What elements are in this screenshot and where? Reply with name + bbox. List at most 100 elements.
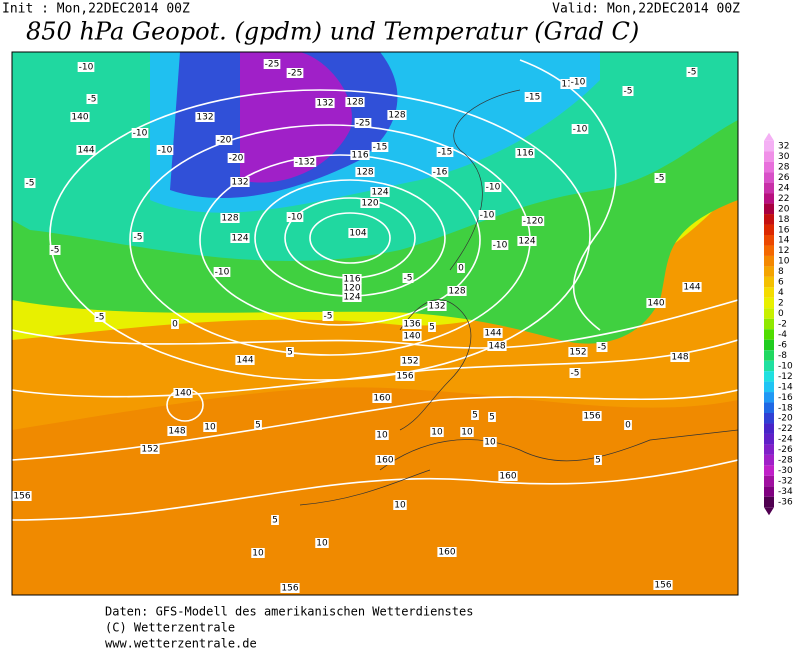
colorbar-label: -16 [778, 393, 793, 403]
contour-label: -5 [96, 313, 105, 323]
colorbar-swatch [764, 182, 774, 194]
contour-label-box [478, 210, 496, 220]
contour-label-box [395, 371, 415, 381]
colorbar-swatch [764, 297, 774, 309]
contour-label-box [322, 311, 334, 321]
contour-label-box [235, 355, 255, 365]
colorbar-label: 26 [778, 173, 790, 183]
contour-label: -5 [571, 369, 580, 379]
contour-label: 156 [13, 492, 30, 502]
colorbar-label: 6 [778, 278, 784, 288]
contour-label-box [402, 331, 422, 341]
warm-field [12, 387, 738, 595]
contour-label: 10 [431, 428, 443, 438]
contour-label-box [76, 145, 96, 155]
contour-label-box [427, 301, 447, 311]
contour-label: 124 [343, 293, 360, 303]
colorbar-label: 8 [778, 267, 784, 277]
contour-label: 124 [231, 234, 248, 244]
contour-label: 152 [569, 348, 586, 358]
contour-label-box [360, 198, 380, 208]
contour-label: -15 [373, 143, 388, 153]
contour-label: 144 [683, 283, 700, 293]
colorbar-label: 0 [778, 309, 784, 319]
colorbar-label: -6 [778, 340, 787, 350]
contour-label-box [286, 68, 304, 78]
colorbar-swatch [764, 276, 774, 288]
contour-label-box [213, 267, 231, 277]
colorbar-label: -18 [778, 403, 793, 413]
contour-label-box [447, 286, 467, 296]
contour-label-box [569, 368, 581, 378]
footer-line: www.wetterzentrale.de [105, 637, 257, 651]
contour-label: -15 [526, 93, 541, 103]
contour-label-box [457, 263, 465, 273]
isohypses [12, 59, 738, 521]
contour-label-box [622, 86, 634, 96]
colorbar-swatch [764, 235, 774, 246]
colorbar-swatch [764, 433, 774, 445]
contour-label-box [140, 444, 160, 454]
contour-label-box [375, 430, 389, 440]
contour-label-box [132, 232, 144, 242]
contour-label-box [167, 426, 187, 436]
contour-label-box [77, 62, 95, 72]
colorbar-swatch [764, 172, 774, 183]
contour-label-box [342, 274, 362, 284]
contour-label-box [387, 110, 407, 120]
contour-label: 148 [488, 342, 505, 352]
contour-label: 148 [671, 353, 688, 363]
contour-label: -132 [295, 158, 315, 168]
colorbar-label: -30 [778, 466, 793, 476]
colorbar-label: -8 [778, 351, 787, 361]
contour-label: -5 [688, 68, 697, 78]
contour-label-box [171, 319, 179, 329]
colorbar-label: 2 [778, 299, 784, 309]
colorbar-label: 20 [778, 204, 790, 214]
contour-label-box [156, 145, 174, 155]
contour-label-box [370, 187, 390, 197]
contour-label-box [594, 455, 602, 465]
contour-label: -25 [356, 119, 371, 129]
colorbar-label: -28 [778, 456, 793, 466]
contour-label-box [568, 347, 588, 357]
contour-label-box [515, 148, 535, 158]
contour-label-box [400, 356, 420, 366]
contour-label-box [372, 393, 392, 403]
colorbar-label: -12 [778, 372, 793, 382]
contour-label: 120 [361, 199, 378, 209]
contour-label-box [646, 298, 666, 308]
colorbar-arrow [764, 132, 774, 141]
contour-label-box [686, 67, 698, 77]
colorbar-label: -20 [778, 414, 793, 424]
contour-label-box [491, 240, 509, 250]
contour-label-box [345, 97, 365, 107]
colorbar-arrow [764, 507, 774, 516]
contour-label-box [431, 167, 449, 177]
contour-label: -5 [51, 246, 60, 256]
contour-label: 152 [141, 445, 158, 455]
contour-label-box [215, 135, 233, 145]
contour-label-box [342, 292, 362, 302]
contour-label-box [483, 437, 497, 447]
contour-label-box [484, 182, 502, 192]
colorbar-label: -22 [778, 424, 793, 434]
contour-label-box [230, 177, 250, 187]
contour-label: 160 [376, 456, 393, 466]
contour-label: 104 [349, 229, 366, 239]
contour-label: -5 [624, 87, 633, 97]
colorbar-swatch [764, 402, 774, 413]
colorbar-swatch [764, 350, 774, 361]
contour-label: 128 [448, 287, 465, 297]
contour-label-box [254, 420, 262, 430]
contour-label: 132 [316, 99, 333, 109]
contour-label: 5 [595, 456, 601, 466]
colorbar-label: 22 [778, 194, 789, 204]
colorbar-label: 4 [778, 288, 784, 298]
colorbar-label: 10 [778, 257, 790, 267]
contour-label: -5 [598, 343, 607, 353]
contour-label-box [315, 538, 329, 548]
contour-label: 144 [484, 329, 501, 339]
colorbar-label: 32 [778, 142, 789, 152]
contour-label: 156 [396, 372, 413, 382]
